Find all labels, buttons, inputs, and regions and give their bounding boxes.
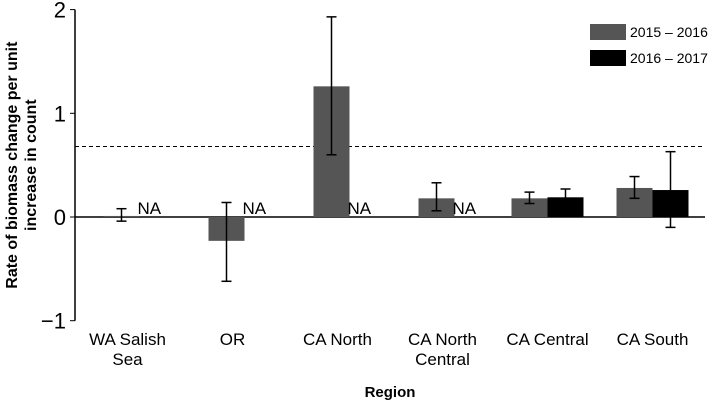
x-axis-title: Region <box>365 384 416 401</box>
x-tick-label: OR <box>220 330 246 349</box>
x-tick-label: CA South <box>617 330 689 349</box>
y-axis-title: increase in count <box>23 99 40 231</box>
x-tick-label: CA Central <box>506 330 588 349</box>
na-label: NA <box>138 199 162 218</box>
bar <box>547 197 584 217</box>
x-tick-label: Sea <box>112 350 143 369</box>
y-tick-label: 1 <box>54 101 66 126</box>
bar <box>511 198 548 217</box>
x-tick-label: CA North <box>303 330 372 349</box>
x-tick-label: Central <box>415 350 470 369</box>
y-tick-label: 2 <box>54 0 66 23</box>
y-tick-label: −1 <box>41 309 66 334</box>
x-tick-label: CA North <box>408 330 477 349</box>
na-label: NA <box>243 199 267 218</box>
x-tick-label: WA Salish <box>89 330 166 349</box>
na-label: NA <box>348 199 372 218</box>
legend-label: 2015 – 2016 <box>630 24 708 40</box>
na-label: NA <box>453 199 477 218</box>
legend-swatch <box>590 50 626 66</box>
y-tick-label: 0 <box>54 205 66 230</box>
legend-label: 2016 – 2017 <box>630 50 708 66</box>
legend-swatch <box>590 24 626 40</box>
y-axis-title: Rate of biomass change per unit <box>4 41 21 289</box>
